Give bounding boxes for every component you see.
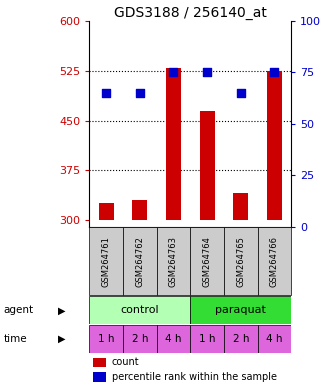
Bar	[200, 111, 215, 220]
FancyBboxPatch shape	[190, 296, 291, 324]
Text: GSM264761: GSM264761	[102, 236, 111, 286]
Bar	[166, 68, 181, 220]
FancyBboxPatch shape	[123, 325, 157, 353]
FancyBboxPatch shape	[224, 325, 258, 353]
Text: 4 h: 4 h	[165, 334, 182, 344]
Bar	[267, 71, 282, 220]
Point	[171, 70, 176, 76]
Bar	[93, 358, 106, 367]
Text: 1 h: 1 h	[98, 334, 115, 344]
FancyBboxPatch shape	[157, 227, 190, 295]
Title: GDS3188 / 256140_at: GDS3188 / 256140_at	[114, 6, 267, 20]
Point	[205, 70, 210, 76]
Point	[137, 90, 143, 96]
Text: 4 h: 4 h	[266, 334, 283, 344]
Bar	[93, 372, 106, 382]
FancyBboxPatch shape	[89, 325, 123, 353]
FancyBboxPatch shape	[190, 325, 224, 353]
FancyBboxPatch shape	[258, 227, 291, 295]
Text: percentile rank within the sample: percentile rank within the sample	[112, 372, 277, 382]
Text: GSM264762: GSM264762	[135, 236, 144, 286]
Text: GSM264763: GSM264763	[169, 236, 178, 286]
FancyBboxPatch shape	[190, 227, 224, 295]
Bar	[132, 200, 147, 220]
Bar	[233, 194, 248, 220]
Text: GSM264766: GSM264766	[270, 236, 279, 286]
Point	[104, 90, 109, 96]
FancyBboxPatch shape	[224, 227, 258, 295]
Point	[272, 70, 277, 76]
Text: ▶: ▶	[58, 334, 66, 344]
Text: GSM264764: GSM264764	[203, 236, 212, 286]
Bar	[99, 204, 114, 220]
FancyBboxPatch shape	[89, 227, 123, 295]
FancyBboxPatch shape	[123, 227, 157, 295]
FancyBboxPatch shape	[89, 296, 190, 324]
FancyBboxPatch shape	[258, 325, 291, 353]
Text: paraquat: paraquat	[215, 305, 266, 315]
Text: 2 h: 2 h	[132, 334, 148, 344]
Text: ▶: ▶	[58, 305, 66, 315]
Text: agent: agent	[3, 305, 33, 315]
Text: control: control	[120, 305, 159, 315]
Point	[238, 90, 244, 96]
Text: GSM264765: GSM264765	[236, 236, 245, 286]
Text: 2 h: 2 h	[233, 334, 249, 344]
Text: 1 h: 1 h	[199, 334, 215, 344]
Text: time: time	[3, 334, 27, 344]
FancyBboxPatch shape	[157, 325, 190, 353]
Text: count: count	[112, 357, 139, 367]
